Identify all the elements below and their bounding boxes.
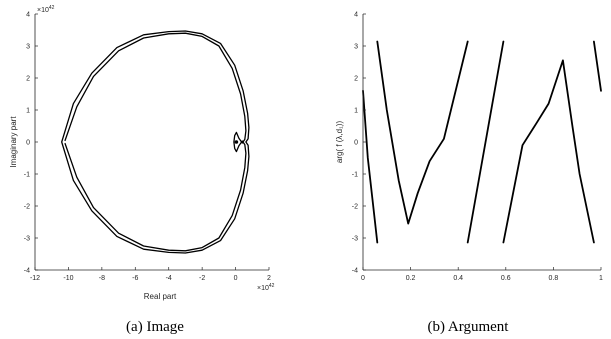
image-y-tick-label: 4: [26, 12, 30, 19]
image-y-axis-label: Imaginary part: [9, 116, 18, 168]
image-x-tick-label: -4: [166, 275, 172, 282]
image-y-tick-label: -4: [24, 268, 30, 275]
image-x-tick-label: -10: [63, 275, 73, 282]
argument-x-tick-label: 0.6: [501, 275, 511, 282]
argument-y-tick-label: -2: [352, 204, 358, 211]
argument-series-line-4: [502, 59, 595, 244]
argument-y-tick-label: 3: [354, 44, 358, 51]
image-y-tick-label: -1: [24, 172, 30, 179]
argument-y-tick-label: 1: [354, 108, 358, 115]
argument-y-axis-label: arg( f (λ,d₁)): [335, 121, 344, 164]
argument-y-tick-label: -4: [352, 268, 358, 275]
image-x-tick-label: -2: [199, 275, 205, 282]
argument-y-tick-label: 4: [354, 12, 358, 19]
image-y-tick-label: 1: [26, 108, 30, 115]
argument-series-line-3: [466, 40, 505, 244]
argument-y-tick-label: -1: [352, 172, 358, 179]
image-x-tick-label: -12: [30, 275, 40, 282]
image-x-axis-label: Real part: [144, 292, 177, 301]
argument-series-line-2: [376, 40, 469, 225]
image-x-tick-label: 2: [267, 275, 271, 282]
image-y-tick-label: 0: [26, 140, 30, 147]
argument-caption: (b) Argument: [428, 319, 510, 335]
image-x-tick-label: -8: [99, 275, 105, 282]
panel-argument: 0 0.2 0.4 0.6 0.8 1 -4 -3 -2 -1 0 1 2 3 4 arg( f (λ,d₁…: [335, 12, 603, 336]
argument-axes: 0 0.2 0.4 0.6 0.8 1 -4 -3 -2 -1 0 1 2 3 4: [352, 12, 603, 283]
argument-x-tick-label: 0.4: [453, 275, 463, 282]
image-y-tick-label: 2: [26, 76, 30, 83]
argument-series-line-1: [362, 89, 379, 244]
argument-x-tick-label: 0.8: [549, 275, 559, 282]
image-plot-area: [61, 30, 250, 254]
image-origin-marker: [234, 140, 239, 144]
image-caption: (a) Image: [126, 319, 184, 335]
image-y-tick-label: 3: [26, 44, 30, 51]
image-y-tick-label: -2: [24, 204, 30, 211]
image-series-line-1: [64, 32, 247, 252]
image-x-multiplier: ×1042: [257, 283, 275, 292]
panel-image: -12 -10 -8 -6 -4 -2 0 2-4-3-2-101234×1042×1042 …: [9, 5, 275, 335]
image-series-line-2: [61, 30, 250, 254]
argument-x-tick-label: 1: [599, 275, 603, 282]
argument-series-line-5: [593, 40, 602, 92]
argument-y-tick-label: 0: [354, 140, 358, 147]
image-y-multiplier: ×1042: [37, 5, 55, 14]
argument-y-tick-label: -3: [352, 236, 358, 243]
image-x-tick-label: 0: [234, 275, 238, 282]
argument-x-tick-label: 0: [361, 275, 365, 282]
argument-y-tick-label: 2: [354, 76, 358, 83]
image-y-tick-label: -3: [24, 236, 30, 243]
argument-x-tick-label: 0.2: [406, 275, 416, 282]
argument-plot-area: [362, 40, 602, 244]
image-x-tick-label: -6: [132, 275, 138, 282]
